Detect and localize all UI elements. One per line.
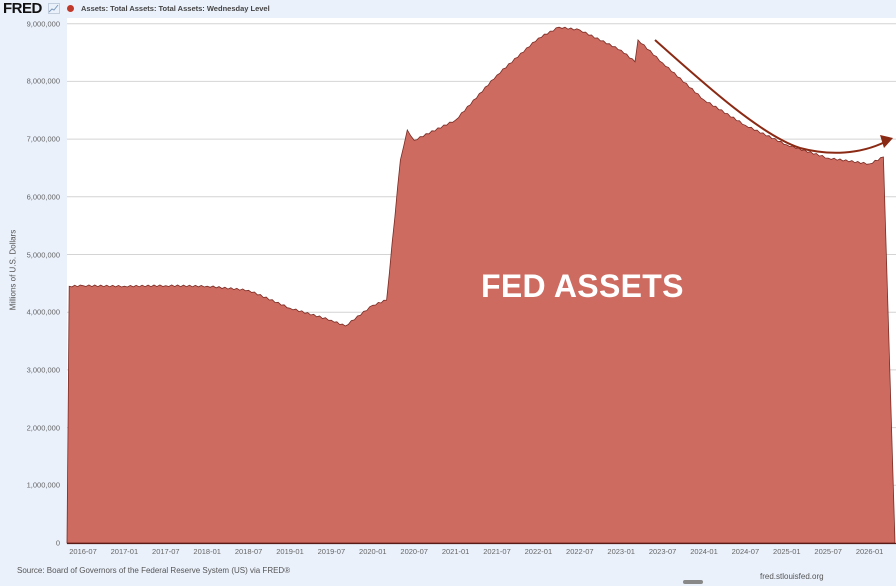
y-tick-label: 4,000,000 (26, 307, 60, 317)
x-tick-label: 2020-01 (359, 547, 387, 556)
scroll-handle[interactable] (683, 580, 703, 584)
x-tick-label: 2017-01 (110, 547, 139, 556)
x-tick-label: 2019-07 (317, 547, 346, 556)
legend-series-label[interactable]: Assets: Total Assets: Total Assets: Wedn… (81, 4, 270, 13)
fred-logo[interactable]: FRED (3, 0, 42, 17)
chart-header: FRED Assets: Total Assets: Total Assets:… (0, 0, 896, 18)
line-chart-icon (48, 3, 60, 14)
x-tick-label: 2019-01 (276, 547, 304, 556)
chart-legend: Assets: Total Assets: Total Assets: Wedn… (67, 4, 270, 13)
y-tick-label: 5,000,000 (26, 250, 60, 259)
x-tick-label: 2023-01 (607, 547, 635, 556)
x-tick-label: 2024-01 (690, 547, 718, 556)
x-tick-label: 2018-01 (193, 547, 221, 556)
y-tick-label: 0 (55, 538, 60, 548)
x-tick-label: 2020-07 (400, 547, 428, 556)
x-tick-label: 2026-01 (855, 547, 884, 556)
x-tick-label: 2025-01 (773, 547, 801, 556)
x-tick-label: 2021-07 (483, 547, 511, 556)
y-tick-label: 1,000,000 (26, 480, 60, 490)
y-tick-label: 2,000,000 (26, 423, 60, 433)
x-tick-label: 2016-07 (69, 547, 97, 556)
x-tick-label: 2023-07 (648, 547, 677, 556)
x-tick-label: 2022-07 (566, 547, 594, 556)
y-tick-label: 7,000,000 (26, 134, 60, 144)
legend-series-marker (67, 5, 74, 12)
x-tick-label: 2017-07 (152, 547, 180, 556)
y-tick-label: 9,000,000 (26, 19, 60, 29)
y-tick-label: 6,000,000 (26, 192, 60, 202)
fed-assets-annotation: FED ASSETS (481, 268, 684, 304)
y-tick-label: 3,000,000 (26, 365, 60, 375)
site-url[interactable]: fred.stlouisfed.org (760, 572, 824, 581)
x-tick-label: 2025-07 (814, 547, 842, 556)
x-tick-label: 2022-01 (524, 547, 553, 556)
area-series (66, 26, 896, 544)
y-tick-label: 8,000,000 (26, 76, 60, 86)
x-tick-label: 2018-07 (234, 547, 263, 556)
x-tick-label: 2024-07 (731, 547, 760, 556)
source-note: Source: Board of Governors of the Federa… (17, 566, 291, 575)
x-tick-label: 2021-01 (441, 547, 470, 556)
curved-trend-arrow (654, 39, 893, 154)
